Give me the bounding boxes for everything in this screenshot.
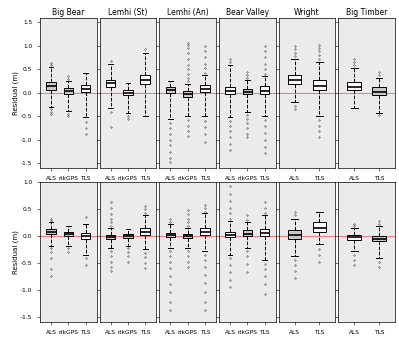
Title: Bear Valley: Bear Valley [226,8,269,17]
Title: Big Timber: Big Timber [346,8,387,17]
PathPatch shape [312,222,326,232]
PathPatch shape [260,229,269,236]
PathPatch shape [183,234,192,238]
PathPatch shape [200,85,209,92]
PathPatch shape [46,229,56,234]
PathPatch shape [348,82,361,90]
PathPatch shape [225,87,235,94]
PathPatch shape [372,87,386,95]
PathPatch shape [260,86,269,94]
Y-axis label: Residual (m): Residual (m) [12,230,19,274]
PathPatch shape [140,75,150,84]
PathPatch shape [243,89,252,94]
PathPatch shape [106,235,115,239]
PathPatch shape [106,79,115,87]
PathPatch shape [348,235,361,240]
PathPatch shape [243,230,252,236]
PathPatch shape [123,234,133,238]
PathPatch shape [81,85,90,92]
Y-axis label: Residual (m): Residual (m) [12,71,19,115]
PathPatch shape [183,91,192,97]
Title: Wright: Wright [294,8,320,17]
PathPatch shape [288,75,301,84]
PathPatch shape [63,232,73,236]
PathPatch shape [63,88,73,94]
PathPatch shape [166,233,175,237]
PathPatch shape [46,82,56,90]
Title: Lemhi (An): Lemhi (An) [167,8,209,17]
PathPatch shape [81,233,90,239]
PathPatch shape [166,87,175,93]
Title: Lemhi (St): Lemhi (St) [108,8,148,17]
PathPatch shape [140,228,150,235]
PathPatch shape [123,90,133,95]
PathPatch shape [288,230,301,239]
PathPatch shape [372,236,386,241]
PathPatch shape [200,228,209,235]
PathPatch shape [225,232,235,237]
Title: Big Bear: Big Bear [52,8,85,17]
PathPatch shape [312,79,326,90]
